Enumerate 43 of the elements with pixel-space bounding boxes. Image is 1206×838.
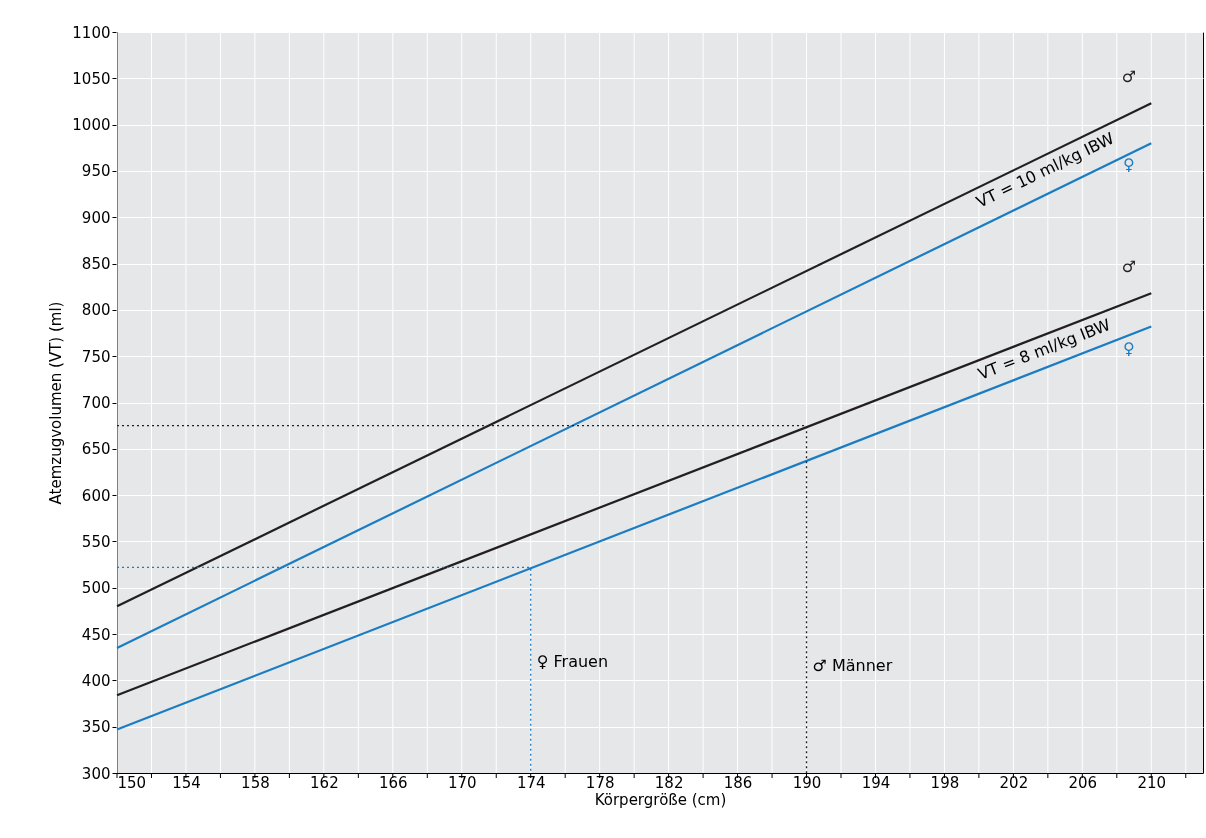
x-tick-label: 174 [516,773,546,792]
annotation: VT = 10 ml/kg IBW [973,128,1118,212]
x-tick-label: 162 [310,773,339,792]
x-tick-label: 182 [654,773,684,792]
x-tick-label: 190 [792,773,822,792]
series-label: ♂ [1121,257,1137,277]
y-tick-label: 1000 [72,116,111,135]
y-tick-label: 900 [81,208,111,227]
y-tick-label: 700 [81,394,111,412]
y-tick-label: 750 [81,347,111,366]
x-tick-label: 210 [1137,773,1167,792]
y-tick-label: 1050 [72,69,111,88]
x-tick-label: 158 [241,773,270,792]
y-tick-label: 950 [81,162,111,181]
series-label: ♀ [1123,338,1135,358]
y-tick-label: 850 [81,255,111,274]
y-tick-label: 450 [81,625,111,644]
x-tick-label: 206 [1068,773,1098,792]
x-tick-label: 178 [585,773,615,792]
x-tick-label: 194 [861,773,891,792]
y-tick-label: 650 [81,440,111,459]
x-tick-label: 198 [930,773,960,792]
y-tick-label: 400 [81,671,111,690]
x-axis-title: Körpergröße (cm) [594,790,727,809]
x-tick-label: 170 [447,773,477,792]
series-label: ♀ [1123,155,1135,175]
x-tick-label: 150 [117,773,147,792]
y-tick-label: 500 [81,579,111,598]
y-tick-label: 600 [81,486,111,505]
annotation: ♂ Männer [812,656,893,676]
y-tick-label: 550 [81,532,111,551]
x-tick-label: 154 [172,773,201,792]
annotation: VT = 8 ml/kg IBW [975,314,1114,384]
y-axis-title: Atemzugvolumen (VT) (ml) [47,301,66,505]
y-tick-label: 350 [81,718,111,737]
annotation: ♀ Frauen [536,651,609,671]
y-tick-label: 1100 [72,23,111,42]
y-tick-label: 300 [81,764,111,783]
y-tick-label: 800 [81,301,111,320]
x-tick-label: 166 [378,773,408,792]
series-label: ♂ [1121,67,1137,87]
x-tick-label: 186 [723,773,753,792]
x-tick-label: 202 [999,773,1029,792]
